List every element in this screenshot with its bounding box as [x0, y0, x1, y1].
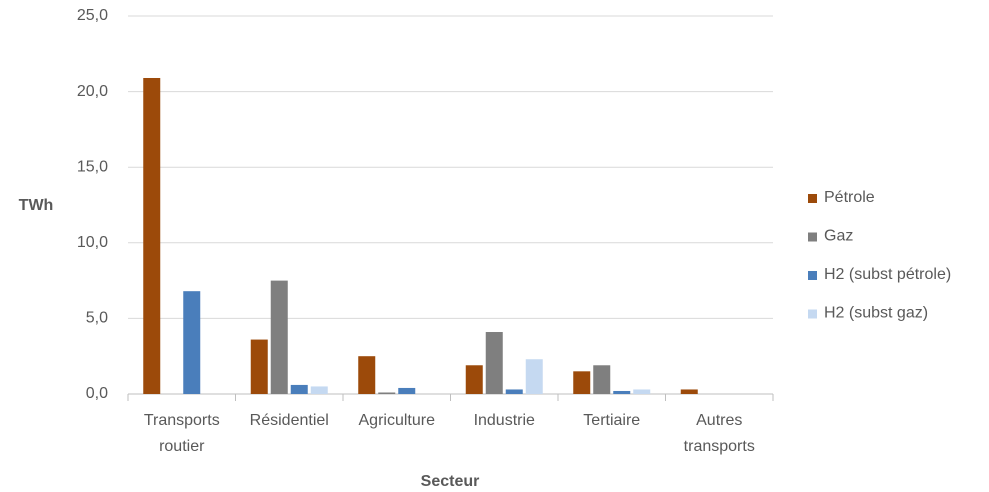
legend-label: H2 (subst pétrole) — [824, 266, 951, 283]
x-axis-label: Secteur — [421, 473, 480, 490]
legend-swatch — [808, 271, 817, 280]
bar — [310, 386, 328, 394]
bar — [633, 389, 651, 394]
y-tick-label: 5,0 — [86, 310, 108, 327]
x-tick-label: Transports routier — [143, 412, 220, 455]
y-tick-label: 15,0 — [77, 158, 108, 175]
bar — [398, 387, 416, 394]
bar — [183, 291, 201, 394]
x-tick-label: Autres transports — [683, 412, 755, 455]
bar — [465, 365, 483, 394]
bar — [525, 359, 543, 394]
y-tick-label: 10,0 — [77, 234, 108, 251]
x-tick-label: Tertiaire — [583, 412, 641, 429]
x-tick-label: Agriculture — [358, 412, 435, 429]
bar — [270, 280, 288, 394]
bar — [290, 384, 308, 394]
legend-label: Pétrole — [824, 189, 875, 206]
legend-label: Gaz — [824, 228, 853, 245]
bar — [573, 371, 591, 394]
legend-swatch — [808, 194, 817, 203]
x-tick-label: Résidentiel — [249, 412, 329, 429]
x-tick-label: Industrie — [473, 412, 535, 429]
bar — [593, 365, 611, 394]
bar — [680, 389, 698, 394]
bar — [378, 392, 396, 394]
y-tick-label: 20,0 — [77, 83, 108, 100]
legend-swatch — [808, 232, 817, 242]
bar — [143, 77, 161, 394]
bar — [505, 389, 523, 394]
y-tick-label: 25,0 — [77, 7, 108, 24]
legend-swatch — [808, 309, 817, 319]
bar — [485, 332, 503, 394]
bar — [250, 339, 268, 394]
y-tick-label: 0,0 — [86, 385, 108, 402]
legend-label: H2 (subst gaz) — [824, 305, 928, 322]
bar — [358, 356, 376, 394]
bar — [613, 390, 631, 394]
y-axis-label: TWh — [19, 197, 54, 214]
